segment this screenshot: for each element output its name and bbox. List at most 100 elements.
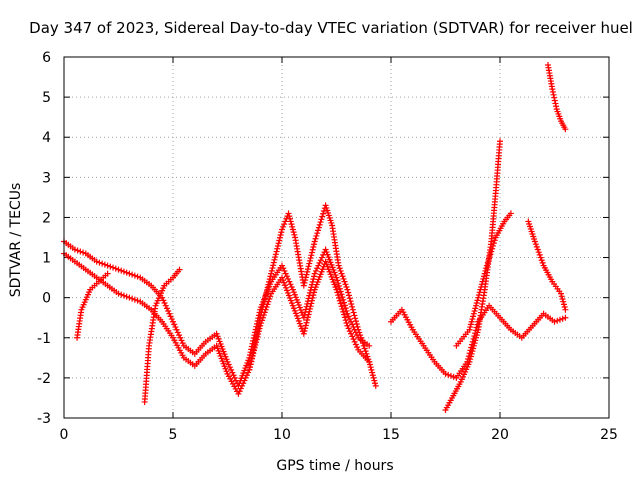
point-track-b-22-15 [311,289,318,296]
point-track-d-5-2 [447,372,454,379]
point-track-f-2-3 [477,286,484,293]
point-track-f-2-1 [475,291,482,298]
point-track-b-22-6 [304,314,311,321]
point-track-c-10-5 [340,275,347,282]
y-axis-label: SDTVAR / TECUs [8,183,24,298]
point-track-c-0-0 [246,366,253,373]
point-track-c-13-4 [369,369,376,376]
point-track-a-5-2 [120,268,127,275]
point-track-c-1-7 [261,295,268,302]
point-track-c-7-5 [315,224,322,231]
x-tick-labels: 0 5 10 15 20 25 [60,427,618,443]
point-track-b-22-13 [309,294,316,301]
point-track-d-15-0 [551,318,558,325]
point-track-b-5-1 [118,291,125,298]
point-track-c-4-8 [291,231,298,238]
point-track-c-2-3 [270,262,277,269]
point-track-b-22-12 [308,297,315,304]
point-track-c-0-13 [254,329,261,336]
point-track-c-11-5 [348,300,355,307]
point-track-c-11-8 [350,309,357,316]
point-track-d-15-3 [559,315,566,322]
point-track-a-5-0 [115,266,122,273]
point-track-a-10-4 [174,329,181,336]
point-track-b-26-2 [346,328,353,335]
point-track-e-3-1 [467,356,474,363]
point-track-b-25-9 [341,311,348,318]
point-track-c-1-13 [266,278,273,285]
point-track-c-7-1 [312,235,319,242]
point-track-a-4-1 [107,263,114,270]
point-track-a-22-13 [309,278,316,285]
point-track-c-2-8 [273,248,280,255]
point-track-j-end [104,270,111,277]
point-track-a-25-7 [339,294,346,301]
point-track-c-6-3 [302,274,309,281]
point-track-c-13-3 [368,366,375,373]
point-track-b-26-8 [354,344,361,351]
point-track-a-26-0 [344,310,351,317]
point-track-b-18-11 [267,293,274,300]
point-track-a-9-8 [168,316,175,323]
point-track-c-0-5 [249,352,256,359]
point-track-a-15-0 [224,358,231,365]
point-track-b-5-3 [123,293,130,300]
point-track-b-22-7 [305,311,312,318]
point-track-b-26-3 [348,330,355,337]
point-track-b-16-5 [241,377,248,384]
point-track-c-6-8 [306,260,313,267]
point-track-c-2-13 [276,234,283,241]
point-track-a-6-3 [134,273,141,280]
point-track-c-0-6 [249,349,256,356]
point-track-f-3-6 [489,245,496,252]
plot-frame [63,56,610,419]
point-track-c-13-2 [367,364,374,371]
point-track-c-2-7 [272,251,279,258]
point-track-g-1-5 [536,251,543,258]
point-track-a-1-3 [80,249,87,256]
point-track-f-2-11 [483,265,490,272]
point-track-f-2-5 [478,281,485,288]
point-track-b-22-8 [306,308,313,315]
point-track-c-7-2 [313,232,320,239]
point-track-b-16-4 [240,380,247,387]
point-track-c-1-4 [259,303,266,310]
point-track-a-1-0 [71,246,78,253]
point-track-c-6-4 [303,271,310,278]
point-track-b-25-10 [341,314,348,321]
point-track-f-1-11 [474,297,481,304]
point-track-f-1-9 [473,302,480,309]
point-track-c-11-4 [347,298,354,305]
point-track-c-12-2 [357,332,364,339]
point-track-e-3-4 [469,348,476,355]
y-tick-label-9: 6 [42,50,51,66]
chart-title: Day 347 of 2023, Sidereal Day-to-day VTE… [29,19,633,37]
point-track-c-1-1 [257,311,264,318]
point-track-c-3-2 [281,221,288,228]
point-track-e-3-3 [468,350,475,357]
point-track-h-1-6 [553,103,560,110]
point-track-b-22-5 [304,316,311,323]
point-track-b-16-6 [242,374,249,381]
point-track-a-23-6 [318,254,325,261]
point-track-c-13-7 [371,377,378,384]
point-track-a-23-1 [312,267,319,274]
point-track-c-4-6 [289,226,296,233]
point-track-c-2-11 [275,240,282,247]
point-track-c-11-3 [346,295,353,302]
point-track-f-2-8 [481,273,488,280]
point-track-i-end [176,266,183,273]
point-track-f-3-7 [490,242,497,249]
point-track-a-25-6 [338,291,345,298]
series-track-f [453,210,514,349]
point-track-a-20-8 [288,283,295,290]
point-track-a-20-0 [279,262,285,269]
point-track-g-1-0 [531,238,538,245]
point-track-b-22-1 [301,328,308,335]
point-track-c-0-7 [250,346,257,353]
point-track-c-2-10 [274,243,281,250]
point-track-a-25-1 [334,277,341,284]
point-track-f-2-10 [482,267,489,274]
point-track-c-6-7 [305,263,312,270]
point-track-b-26-5 [350,336,357,343]
